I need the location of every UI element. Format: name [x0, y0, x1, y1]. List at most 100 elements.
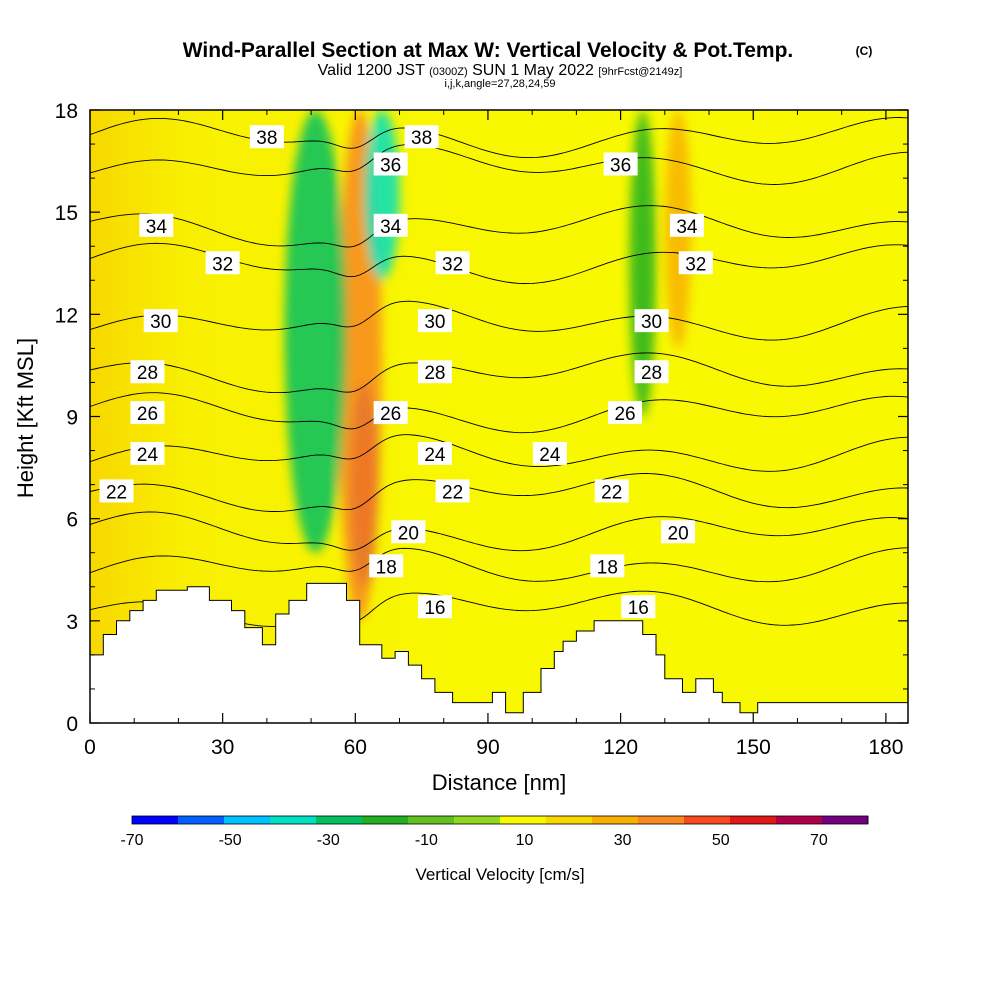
isentrope-label: 24 — [417, 441, 452, 466]
isentrope-label-text: 26 — [380, 404, 401, 425]
isentrope-label-text: 34 — [146, 217, 168, 238]
isentrope-label-text: 24 — [424, 445, 446, 466]
x-tick-label: 150 — [736, 736, 771, 759]
isentrope-label-bg — [435, 251, 470, 275]
isentrope-label: 22 — [435, 479, 470, 503]
colorbar-swatch — [638, 816, 685, 824]
y-tick-label: 9 — [66, 407, 78, 430]
isentrope-20 — [90, 511, 908, 552]
colorbar-frame — [131, 815, 869, 825]
isentrope-label-text: 20 — [668, 523, 689, 544]
isentrope-label-text: 36 — [610, 155, 631, 176]
isentrope-label-bg — [373, 401, 408, 425]
isentrope-label-text: 26 — [614, 404, 635, 425]
isentrope-label-text: 16 — [628, 598, 649, 619]
isentrope-label-bg — [621, 595, 656, 619]
colorbar-swatch — [684, 816, 731, 824]
isentrope-22 — [90, 473, 908, 512]
isentrope-label-bg — [678, 251, 713, 275]
isentrope-label-text: 22 — [601, 482, 622, 503]
isentrope-label-bg — [608, 401, 643, 425]
colorbar-swatch — [270, 816, 317, 824]
isentrope-label-text: 34 — [676, 217, 698, 238]
isentrope-label: 32 — [678, 251, 713, 275]
x-tick-label: 180 — [868, 736, 903, 759]
isentrope-label-bg — [594, 479, 629, 503]
colorbar-swatch — [500, 816, 547, 824]
y-tick-label: 6 — [66, 509, 78, 532]
isentrope-label: 32 — [205, 251, 240, 275]
isentrope-label: 16 — [621, 595, 656, 619]
isentrope-30 — [90, 300, 908, 341]
isentrope-label-bg — [373, 152, 408, 176]
isentrope-label-bg — [139, 213, 174, 237]
isentrope-label: 26 — [373, 401, 408, 425]
copyright-mark: (C) — [856, 44, 873, 58]
isentrope-label-bg — [249, 125, 284, 149]
isentrope-label: 36 — [603, 152, 638, 176]
colorbar-swatch — [362, 816, 409, 824]
isentrope-label-bg — [404, 125, 439, 149]
isentrope-label-bg — [417, 360, 452, 384]
colorbar-swatch — [592, 816, 639, 824]
colorbar-swatch — [776, 816, 823, 824]
y-tick-label: 12 — [55, 304, 78, 327]
chart-title: Wind-Parallel Section at Max W: Vertical… — [183, 39, 794, 62]
isentrope-label-bg — [417, 441, 452, 465]
plot-area: 38 38 36 36 34 34 34 32 32 32 30 30 30 28 28 28 26 26 26 24… — [90, 110, 908, 723]
isentrope-label: 38 — [249, 125, 284, 149]
isentrope-label-text: 34 — [380, 217, 402, 238]
isentrope-label-bg — [417, 309, 452, 333]
y-tick-label: 3 — [66, 611, 78, 634]
isentrope-label: 28 — [130, 360, 165, 384]
colorbar: -70 -50 -30 -10 10 30 50 70 — [120, 815, 869, 849]
y-axis-title: Height [Kft MSL] — [13, 338, 38, 498]
isentrope-label-bg — [669, 213, 704, 237]
valid-time-label: Valid 1200 JST — [318, 62, 426, 79]
isentrope-label: 26 — [130, 401, 165, 425]
isentrope-label-text: 24 — [539, 445, 561, 466]
isentrope-label: 34 — [139, 213, 174, 238]
colorbar-tick-label: -30 — [317, 832, 340, 849]
isentrope-label-text: 30 — [641, 312, 662, 333]
isentrope-label-text: 38 — [411, 128, 432, 149]
isentrope-label: 20 — [661, 520, 696, 544]
date-label: SUN 1 May 2022 — [472, 62, 594, 79]
colorbar-swatch — [132, 816, 179, 824]
isentrope-label-bg — [99, 479, 134, 503]
isentrope-label-text: 22 — [106, 482, 127, 503]
isentrope-label-bg — [391, 520, 426, 544]
isentrope-label: 28 — [417, 360, 452, 384]
isentrope-label-text: 36 — [380, 155, 401, 176]
x-tick-label: 60 — [344, 736, 367, 759]
colorbar-tick-label: 70 — [810, 832, 828, 849]
isentrope-18 — [90, 547, 908, 583]
x-tick-label: 0 — [84, 736, 96, 759]
isentrope-label: 18 — [590, 554, 625, 578]
y-tick-label: 18 — [55, 100, 78, 123]
forecast-label: [9hrFcst@2149z] — [598, 66, 682, 78]
isentrope-label: 34 — [669, 213, 704, 238]
isentrope-label-text: 28 — [641, 363, 662, 384]
isentrope-label: 18 — [369, 554, 404, 578]
colorbar-swatch — [316, 816, 363, 824]
colorbar-title: Vertical Velocity [cm/s] — [415, 865, 584, 884]
colorbar-tick-label: 10 — [516, 832, 534, 849]
x-axis-title: Distance [nm] — [432, 770, 567, 795]
isentrope-24 — [90, 434, 908, 472]
x-tick-label: 120 — [603, 736, 638, 759]
isentrope-label-bg — [590, 554, 625, 578]
isentrope-label-bg — [417, 595, 452, 619]
isentrope-label-bg — [435, 479, 470, 503]
isentrope-label-text: 38 — [256, 128, 277, 149]
colorbar-swatch — [178, 816, 225, 824]
isentrope-label-bg — [603, 152, 638, 176]
isentrope-26 — [90, 392, 908, 434]
isentrope-label: 38 — [404, 125, 439, 149]
isentrope-label-bg — [532, 441, 567, 465]
colorbar-swatch — [822, 816, 869, 824]
chart-subtitle: Valid 1200 JST (0300Z) SUN 1 May 2022 [9… — [318, 62, 683, 79]
indices-line: i,j,k,angle=27,28,24,59 — [444, 78, 555, 90]
